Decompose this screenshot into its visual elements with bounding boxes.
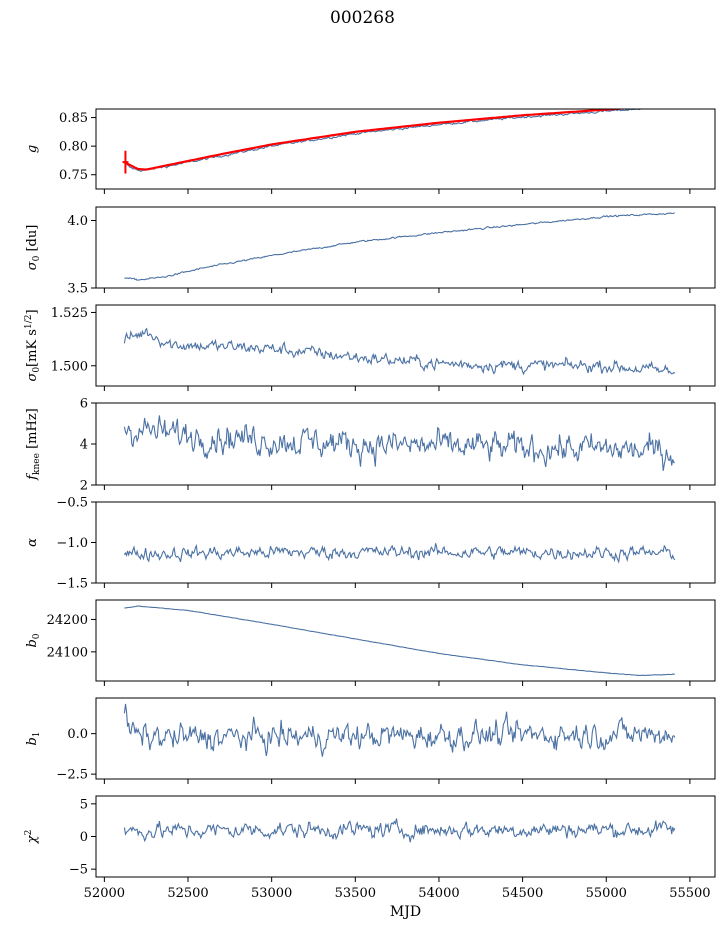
panel-4: 2 4 6 fknee [mHz] (25, 397, 716, 494)
panel-6: 24100 24200 b0 (25, 599, 716, 686)
panel-3: 1.500 1.525 σ0[mK s1/2] (24, 304, 716, 391)
ylabel: χ2 (24, 830, 40, 845)
ylabel-main: χ (25, 834, 40, 844)
ylabel: b1 (25, 731, 42, 745)
ylabel-main: σ (25, 260, 40, 270)
ylabel-main: α (25, 538, 40, 547)
ytick-label: 0.85 (59, 111, 88, 126)
ytick-label: −0.5 (56, 496, 88, 511)
ytick-label: 24200 (47, 613, 88, 628)
ylabel-rest: [du] (25, 225, 40, 256)
ytick-label: 5 (80, 797, 88, 812)
ylabel-sup: 1/2 (24, 315, 34, 329)
xtick-label: 53500 (335, 886, 376, 901)
fit-line (123, 109, 631, 171)
ytick-label: 24100 (47, 645, 88, 660)
ylabel-sub: knee (32, 453, 42, 475)
series-line (123, 818, 676, 843)
ylabel: fknee [mHz] (25, 408, 42, 481)
xtick-label: 54500 (502, 886, 543, 901)
ytick-label: 6 (80, 397, 88, 412)
panel-frame (95, 697, 716, 780)
series-line (123, 327, 676, 376)
ytick-label: −1.0 (56, 536, 88, 551)
panel-1: 0.75 0.80 0.85 g (25, 108, 716, 194)
ytick-label: −1.5 (56, 577, 88, 592)
xtick-label: 54000 (418, 886, 459, 901)
series-line (124, 212, 675, 281)
panel-frame (95, 206, 716, 289)
ylabel: g (25, 145, 40, 153)
panel-frame (95, 304, 716, 387)
ylabel-sub: 0 (32, 255, 42, 261)
ylabel-main: σ (25, 372, 40, 382)
ytick-label: 0.75 (59, 168, 88, 183)
xtick-label: 53000 (251, 886, 292, 901)
ylabel-sub: 0 (32, 633, 42, 639)
ylabel: b0 (25, 633, 42, 647)
series-line (123, 543, 676, 564)
ylabel-sup: 2 (24, 830, 34, 836)
ylabel-main: g (25, 145, 40, 153)
ylabel-main: b (25, 639, 40, 647)
ytick-label: 0 (80, 830, 88, 845)
ylabel-main: f (25, 473, 40, 481)
panel-frame (95, 108, 716, 190)
xtick-label: 52000 (84, 886, 125, 901)
ytick-label: 4.0 (67, 214, 88, 229)
ylabel-sub: 1 (32, 731, 42, 737)
series-line (123, 703, 676, 757)
xtick-label: 55000 (586, 886, 627, 901)
ylabel-end: ] (25, 309, 40, 314)
panel-frame (95, 599, 716, 682)
panel-frame (95, 795, 716, 878)
series-line (124, 605, 675, 676)
ytick-label: 0.80 (59, 140, 88, 155)
ytick-label: 0.0 (67, 727, 88, 742)
series-line (124, 109, 657, 172)
xtick-label: 52500 (167, 886, 208, 901)
panel-7: −2.5 0.0 b1 (25, 697, 716, 784)
ytick-label: 4 (80, 438, 88, 453)
panel-frame (95, 501, 716, 584)
ytick-label: 2 (80, 479, 88, 494)
panel-frame (95, 402, 716, 486)
panel-5: −1.5 −1.0 −0.5 α (25, 496, 716, 592)
ylabel: α (25, 538, 40, 547)
panel-8: −5 0 5 χ2 (24, 795, 716, 882)
ytick-label: 3.5 (67, 282, 88, 297)
ytick-label: −2.5 (56, 768, 88, 783)
ylabel: σ0[mK s1/2] (24, 309, 42, 381)
ylabel: σ0 [du] (25, 225, 42, 271)
ytick-label: −5 (69, 863, 88, 878)
panel-2: 3.5 4.0 σ0 [du] (25, 206, 716, 297)
xlabel: MJD (390, 904, 421, 920)
ylabel-sub: 0 (32, 367, 42, 373)
ylabel-main: b (25, 737, 40, 745)
ytick-label: 1.500 (51, 359, 88, 374)
ylabel-rest: [mK s (25, 329, 40, 367)
ylabel-rest: [mHz] (25, 408, 40, 453)
xtick-label: 55500 (669, 886, 710, 901)
series-line (123, 415, 675, 471)
ytick-label: 1.525 (51, 306, 88, 321)
figure-title: 000268 (330, 8, 395, 28)
